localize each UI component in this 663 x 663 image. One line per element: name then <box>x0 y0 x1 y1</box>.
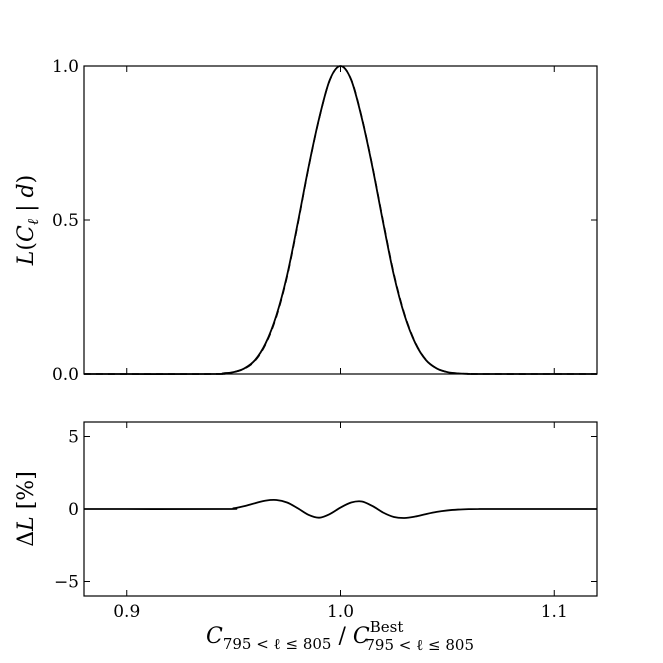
top-plot-frame <box>83 65 598 375</box>
top-series-solid-line <box>83 65 598 375</box>
bottom-y-axis-label: ΔL [%] <box>14 471 39 547</box>
x-tick-label: 1.1 <box>541 602 568 622</box>
bottom-y-tick-labels: −5 0 5 <box>54 428 79 593</box>
bottom-panel: −5 0 5 0.9 1.0 1.1 ΔL [%] C795 < ℓ ≤ 805 / C… <box>14 421 598 654</box>
y-tick-label: 5 <box>68 428 79 448</box>
x-axis-label: C795 < ℓ ≤ 805 / CBest 795 < ℓ ≤ 805 <box>206 618 474 654</box>
bottom-x-tick-labels: 0.9 1.0 1.1 <box>113 602 568 622</box>
y-tick-label: 0.5 <box>52 211 79 231</box>
top-series-dashed-line <box>83 65 598 375</box>
y-tick-label: 0.0 <box>52 365 79 385</box>
top-panel: 0.0 0.5 1.0 L(Cℓ | d) <box>14 57 598 385</box>
x-tick-label: 0.9 <box>113 602 140 622</box>
top-y-axis-label: L(Cℓ | d) <box>14 175 42 266</box>
y-tick-label: 0 <box>68 500 79 520</box>
top-axis-ticks <box>84 65 597 375</box>
y-tick-label: −5 <box>54 573 79 593</box>
bottom-series-line <box>83 498 597 519</box>
x-tick-label: 1.0 <box>327 602 354 622</box>
bottom-axis-ticks <box>84 422 597 596</box>
y-tick-label: 1.0 <box>52 57 79 77</box>
top-y-tick-labels: 0.0 0.5 1.0 <box>52 57 79 385</box>
